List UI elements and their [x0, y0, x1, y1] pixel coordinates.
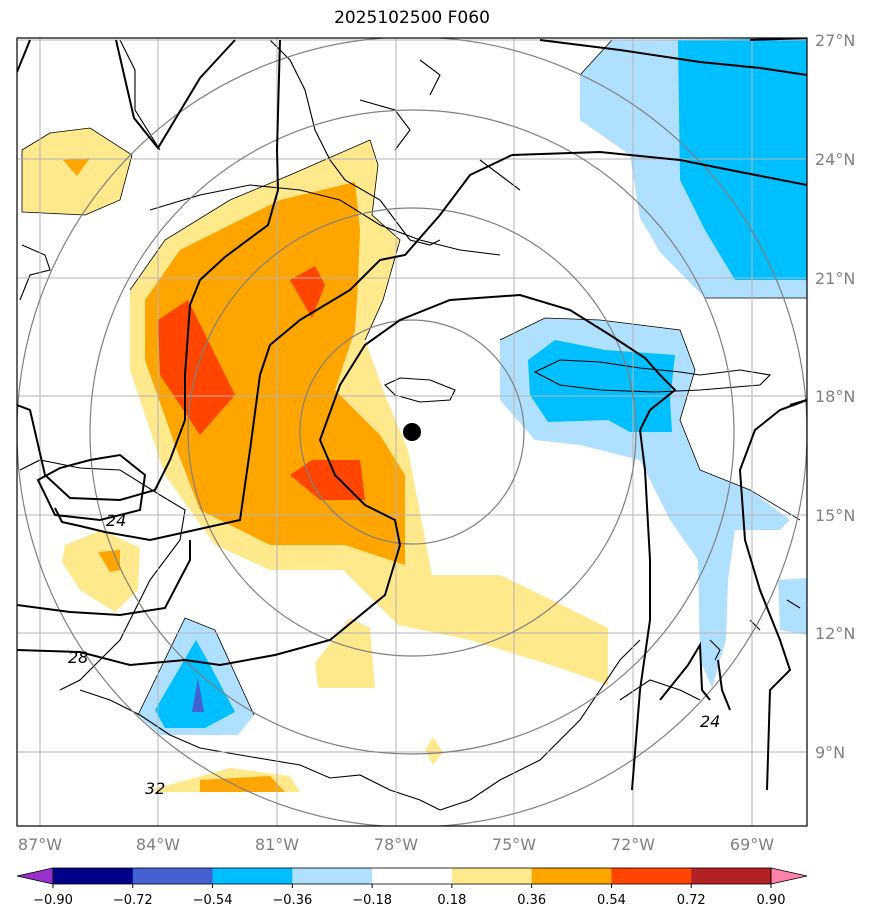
- contour-label-3: 24: [700, 712, 720, 731]
- map-frame: [16, 37, 808, 827]
- lat-label-27n: 27°N: [815, 31, 855, 50]
- colorbar-low-extension: [16, 867, 54, 885]
- lon-label-81w: 81°W: [255, 835, 299, 854]
- negative-field: [138, 38, 807, 735]
- field-band-nicaragua-core: [192, 678, 204, 712]
- range-ring-2: [187, 207, 637, 657]
- lon-label-72w: 72°W: [611, 835, 655, 854]
- colorbar-tick-label: −0.72: [113, 893, 153, 908]
- field-band-0-54-north: [290, 266, 325, 318]
- colorbar-tick-label: 0.90: [757, 893, 786, 908]
- colorbar-tick-label: −0.90: [33, 893, 73, 908]
- colorbar-cell: [132, 868, 214, 884]
- lat-label-21n: 21°N: [815, 269, 855, 288]
- field-band-south: [315, 618, 375, 688]
- colorbar-tick-label: 0.54: [597, 893, 626, 908]
- lon-label-84w: 84°W: [136, 835, 180, 854]
- field-band-small: [425, 737, 443, 765]
- lon-label-78w: 78°W: [374, 835, 418, 854]
- colorbar: −0.90 −0.72 −0.54 −0.36 −0.18 0.18 0.36 0.54 0.7…: [16, 867, 808, 908]
- range-rings: [17, 38, 807, 826]
- colorbar-tick-label: 0.18: [437, 893, 466, 908]
- colorbar-tick-label: −0.18: [352, 893, 392, 908]
- field-band-0-54-west: [158, 300, 235, 435]
- range-ring-3: [89, 109, 735, 755]
- range-ring-1: [299, 319, 525, 545]
- field-band-east-small: [778, 578, 807, 635]
- thin-contours: [21, 39, 807, 716]
- isolines: [17, 38, 807, 791]
- lat-label-9n: 9°N: [815, 743, 845, 762]
- field-band-honduras: [62, 530, 140, 612]
- lat-label-15n: 15°N: [815, 506, 855, 525]
- colorbar-frame: [52, 867, 772, 885]
- map-title: 2025102500 F060: [334, 8, 490, 28]
- lat-label-18n: 18°N: [815, 387, 855, 406]
- lon-label-75w: 75°W: [492, 835, 536, 854]
- lat-label-12n: 12°N: [815, 624, 855, 643]
- colorbar-cell: [372, 868, 453, 884]
- colorbar-high-extension: [770, 867, 808, 885]
- colorbar-cell: [531, 868, 612, 884]
- colorbar-cell: [292, 868, 373, 884]
- colorbar-tick-label: −0.36: [272, 893, 312, 908]
- lon-label-69w: 69°W: [730, 835, 774, 854]
- contour-label-1: 24: [106, 511, 126, 530]
- colorbar-cell: [611, 868, 692, 884]
- colorbar-cell: [691, 868, 772, 884]
- colorbar-cell: [451, 868, 533, 884]
- lon-label-87w: 87°W: [18, 835, 62, 854]
- contour-label-4: 32: [145, 779, 165, 798]
- colorbar-tick-label: −0.54: [193, 893, 233, 908]
- colorbar-cell: [212, 868, 293, 884]
- colorbar-tick-label: 0.72: [677, 893, 706, 908]
- field-band-0-54-south: [290, 460, 365, 500]
- lat-label-24n: 24°N: [815, 150, 855, 169]
- field-band-nw-core: [63, 158, 90, 176]
- map-area: 24 28 24 32: [17, 38, 807, 826]
- contour-label-2: 28: [68, 648, 88, 667]
- field-band-nicaragua-dark: [155, 640, 235, 728]
- colorbar-cell: [53, 868, 134, 884]
- lon-labels: 87°W 84°W 81°W 78°W 75°W 72°W 69°W: [18, 835, 774, 854]
- storm-center-marker: [403, 423, 421, 441]
- colorbar-tick-label: 0.36: [517, 893, 546, 908]
- field-band-hispaniola-dark: [528, 340, 675, 432]
- field-band-panama-core: [200, 776, 285, 792]
- lat-labels: 27°N 24°N 21°N 18°N 15°N 12°N 9°N: [815, 31, 855, 762]
